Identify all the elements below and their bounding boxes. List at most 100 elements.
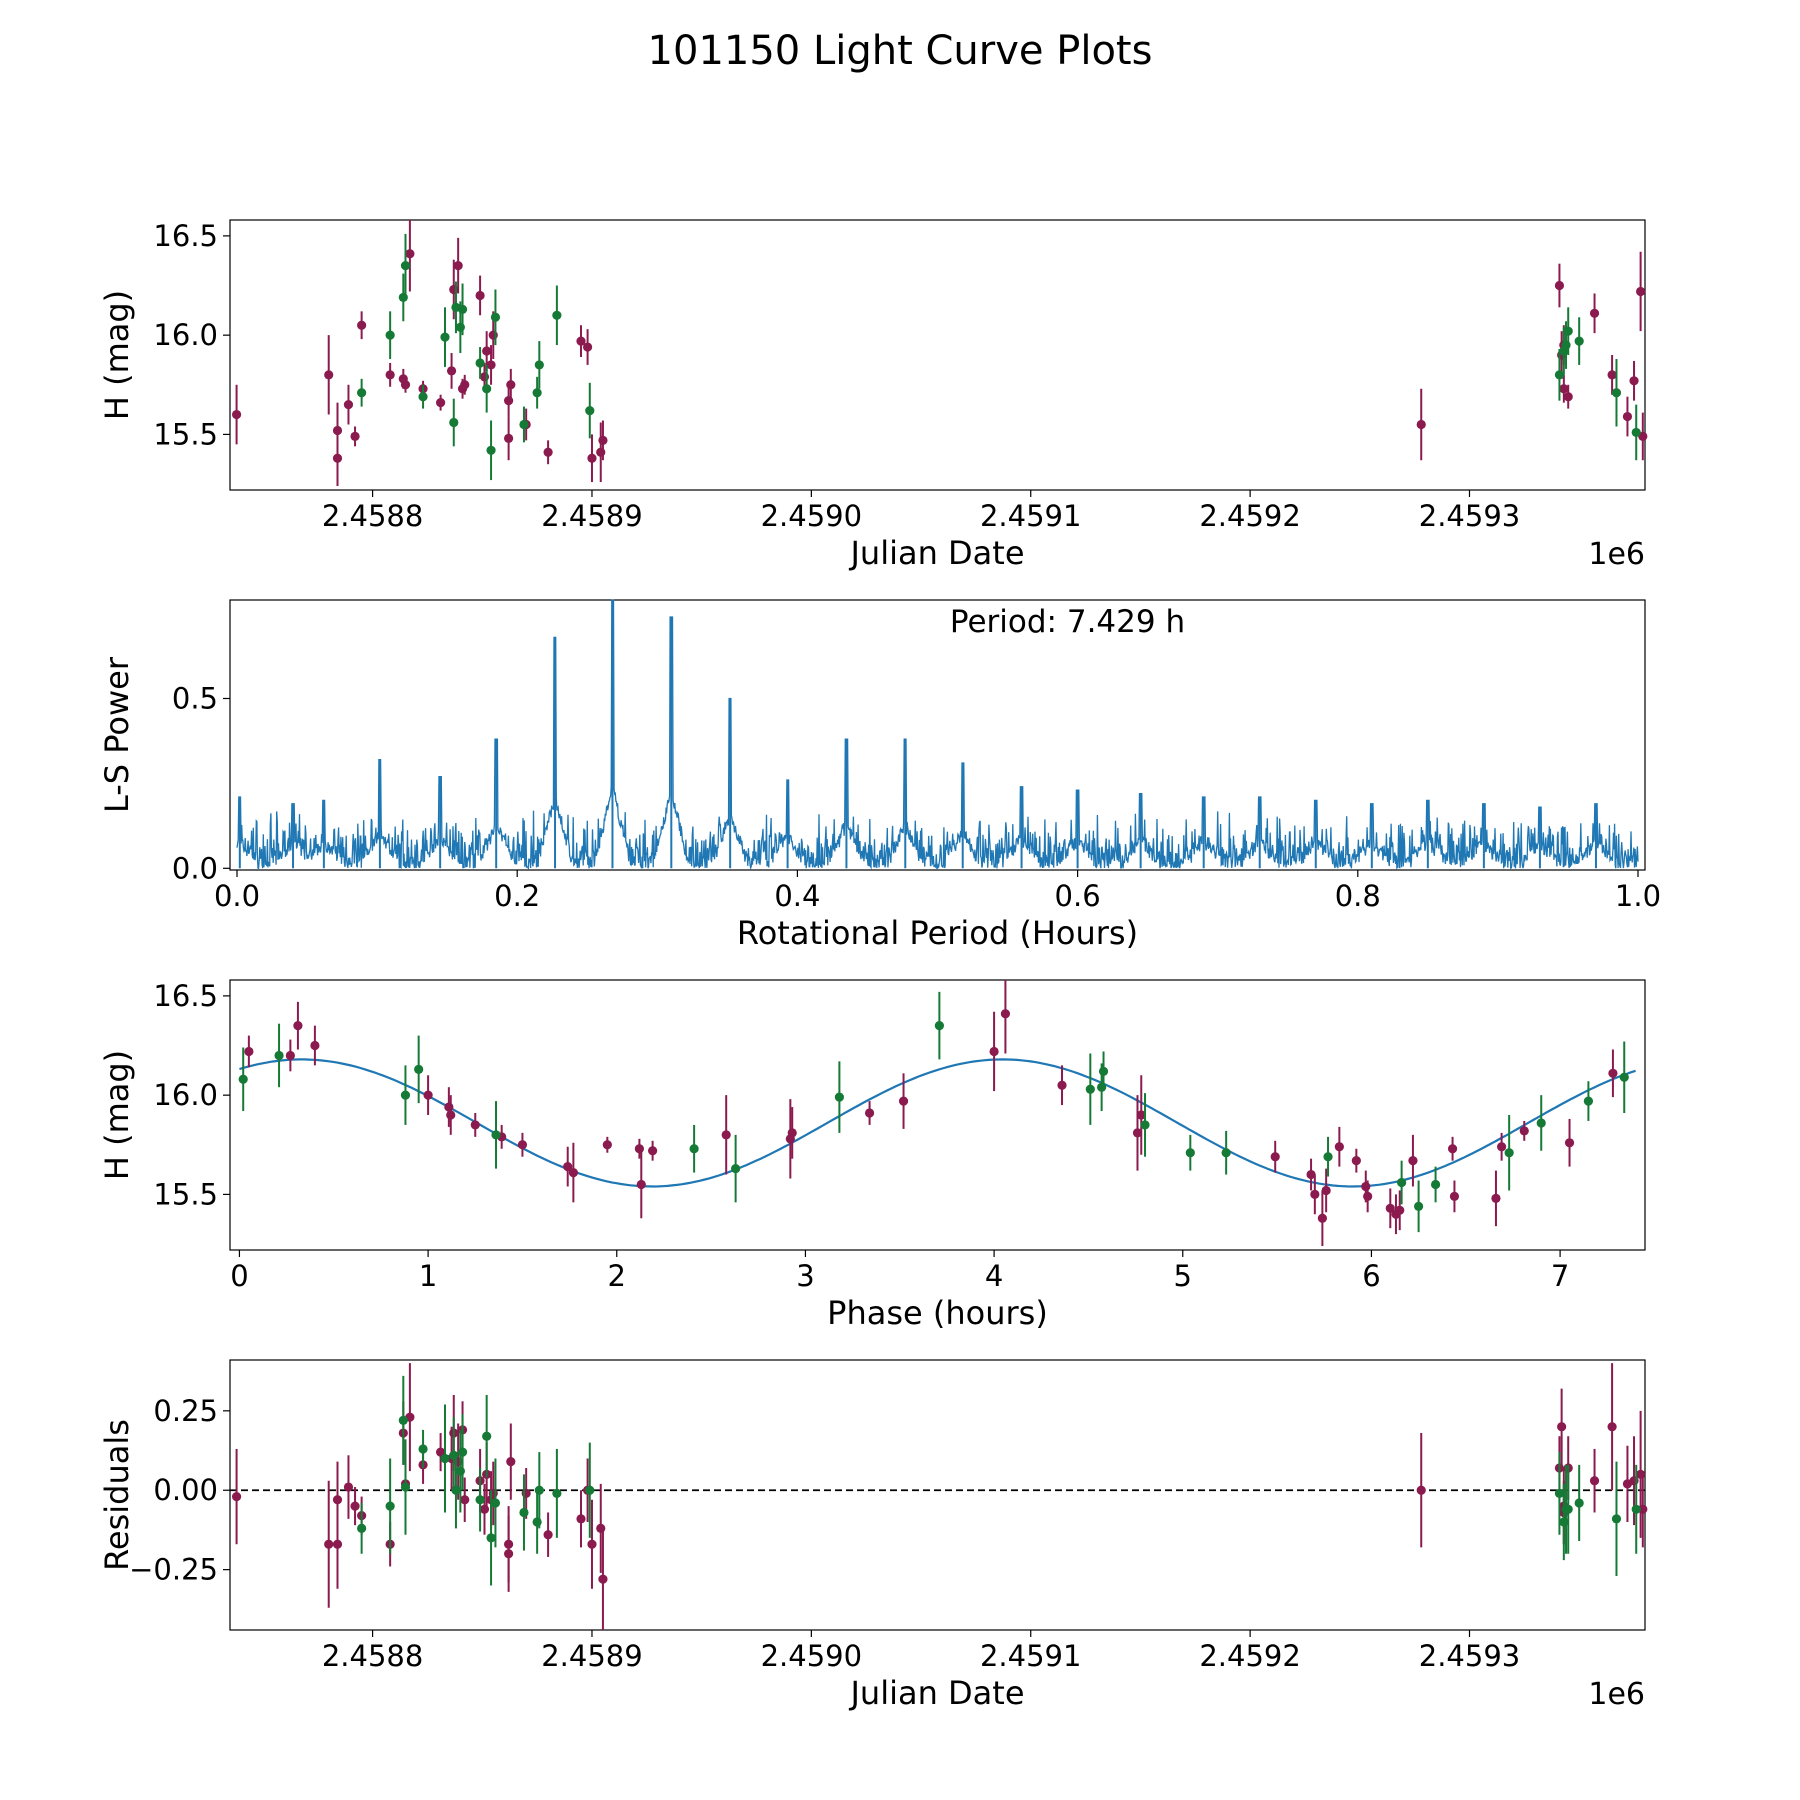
red-data-point <box>460 380 470 390</box>
x-tick-label: 4 <box>985 1259 1003 1293</box>
y-tick-label: 0.5 <box>172 681 218 715</box>
red-data-point <box>864 1108 875 1118</box>
red-data-point <box>357 320 367 330</box>
green-data-point <box>400 1090 411 1100</box>
green-data-point <box>1563 326 1573 336</box>
red-data-point <box>568 1167 578 1178</box>
red-data-point <box>504 1549 514 1559</box>
green-data-point <box>1221 1148 1231 1158</box>
green-data-point <box>532 388 542 398</box>
green-data-point <box>552 310 562 320</box>
green-data-point <box>934 1021 944 1031</box>
x-axis-label: Rotational Period (Hours) <box>737 914 1138 952</box>
red-data-point <box>324 370 334 380</box>
red-data-point <box>446 1110 456 1120</box>
red-data-point <box>1557 1422 1567 1432</box>
x-tick-label: 0.0 <box>214 879 260 913</box>
green-data-point <box>1397 1177 1407 1188</box>
phase-folded-chart: 0 1 2 3 4 5 6 7 15.5 16.0 16.5 Phase (hours) H (mag) <box>98 979 1646 1332</box>
green-data-point <box>1536 1118 1546 1128</box>
y-tick-label: 0.00 <box>153 1473 218 1507</box>
green-data-point <box>418 1444 428 1454</box>
x-tick-label: 0.2 <box>494 879 540 913</box>
green-data-point <box>475 1495 485 1505</box>
green-data-point <box>834 1092 844 1102</box>
red-data-point <box>1636 1469 1646 1479</box>
green-data-point <box>400 261 411 271</box>
red-data-point <box>1607 370 1617 380</box>
y-tick-label: −0.25 <box>129 1553 218 1587</box>
red-data-point <box>1136 1110 1146 1120</box>
x-axis-label: Phase (hours) <box>827 1294 1048 1332</box>
red-data-point <box>1057 1080 1067 1090</box>
red-data-point <box>1132 1128 1143 1138</box>
red-data-point <box>563 1162 573 1172</box>
red-data-point <box>506 380 516 390</box>
red-data-point <box>1449 1191 1460 1201</box>
red-data-point <box>504 433 514 443</box>
red-data-point <box>517 1140 528 1150</box>
green-data-point <box>440 1453 450 1464</box>
red-data-point <box>482 346 492 356</box>
red-data-point <box>1589 308 1600 318</box>
green-data-point <box>1611 388 1622 398</box>
red-data-point <box>1395 1205 1405 1215</box>
x-tick-label: 0.6 <box>1055 879 1101 913</box>
green-data-point <box>491 1130 501 1140</box>
red-data-point <box>582 342 593 352</box>
red-data-point <box>602 1140 612 1150</box>
y-axis-label: H (mag) <box>98 290 136 420</box>
green-data-point <box>1559 1517 1569 1527</box>
red-data-point <box>350 431 360 441</box>
y-tick-label: 16.5 <box>153 979 218 1013</box>
green-data-point <box>1561 340 1571 350</box>
x-tick-label: 2.4593 <box>1419 499 1520 533</box>
red-data-point <box>400 380 411 390</box>
green-data-point <box>1323 1152 1333 1162</box>
red-data-point <box>1416 1485 1426 1495</box>
red-data-point <box>436 398 446 408</box>
red-data-point <box>343 1482 354 1492</box>
red-data-point <box>596 1523 606 1533</box>
red-data-point <box>1385 1203 1395 1213</box>
green-data-point <box>534 1485 544 1495</box>
red-data-point <box>332 425 343 436</box>
red-data-point <box>1000 1009 1011 1019</box>
x-offset-label: 1e6 <box>1588 537 1645 572</box>
plot-frame <box>229 1359 1646 1631</box>
green-data-point <box>1098 1066 1109 1076</box>
x-tick-label: 5 <box>1174 1259 1192 1293</box>
green-data-point <box>418 392 428 402</box>
green-data-point <box>1085 1084 1095 1094</box>
green-data-point <box>457 1447 468 1457</box>
red-data-point <box>506 1457 516 1467</box>
green-data-point <box>475 358 485 368</box>
x-tick-label: 1 <box>419 1259 437 1293</box>
red-data-point <box>596 447 606 457</box>
green-data-point <box>449 417 459 428</box>
green-data-point <box>1414 1201 1424 1211</box>
green-data-point <box>1619 1072 1629 1082</box>
x-tick-label: 7 <box>1551 1259 1569 1293</box>
x-tick-label: 1.0 <box>1615 879 1661 913</box>
x-tick-label: 2.4590 <box>761 1639 862 1673</box>
green-data-point <box>1563 1504 1573 1514</box>
red-data-point <box>1317 1213 1327 1223</box>
x-tick-label: 2.4588 <box>322 499 423 533</box>
red-data-point <box>1636 286 1646 297</box>
green-data-point <box>1504 1148 1514 1158</box>
green-data-point <box>357 388 367 398</box>
green-data-point <box>482 1431 492 1441</box>
x-tick-label: 2 <box>608 1259 626 1293</box>
x-axis-label: Julian Date <box>848 534 1024 572</box>
red-data-point <box>1638 1504 1648 1514</box>
green-data-point <box>455 322 465 332</box>
green-data-point <box>1611 1514 1622 1524</box>
red-data-point <box>1497 1142 1507 1152</box>
green-data-point <box>400 1482 411 1492</box>
red-data-point <box>1563 392 1573 402</box>
y-tick-label: 15.5 <box>153 1177 218 1211</box>
green-data-point <box>532 1517 542 1527</box>
red-data-point <box>444 1102 454 1112</box>
green-data-point <box>385 1501 395 1511</box>
